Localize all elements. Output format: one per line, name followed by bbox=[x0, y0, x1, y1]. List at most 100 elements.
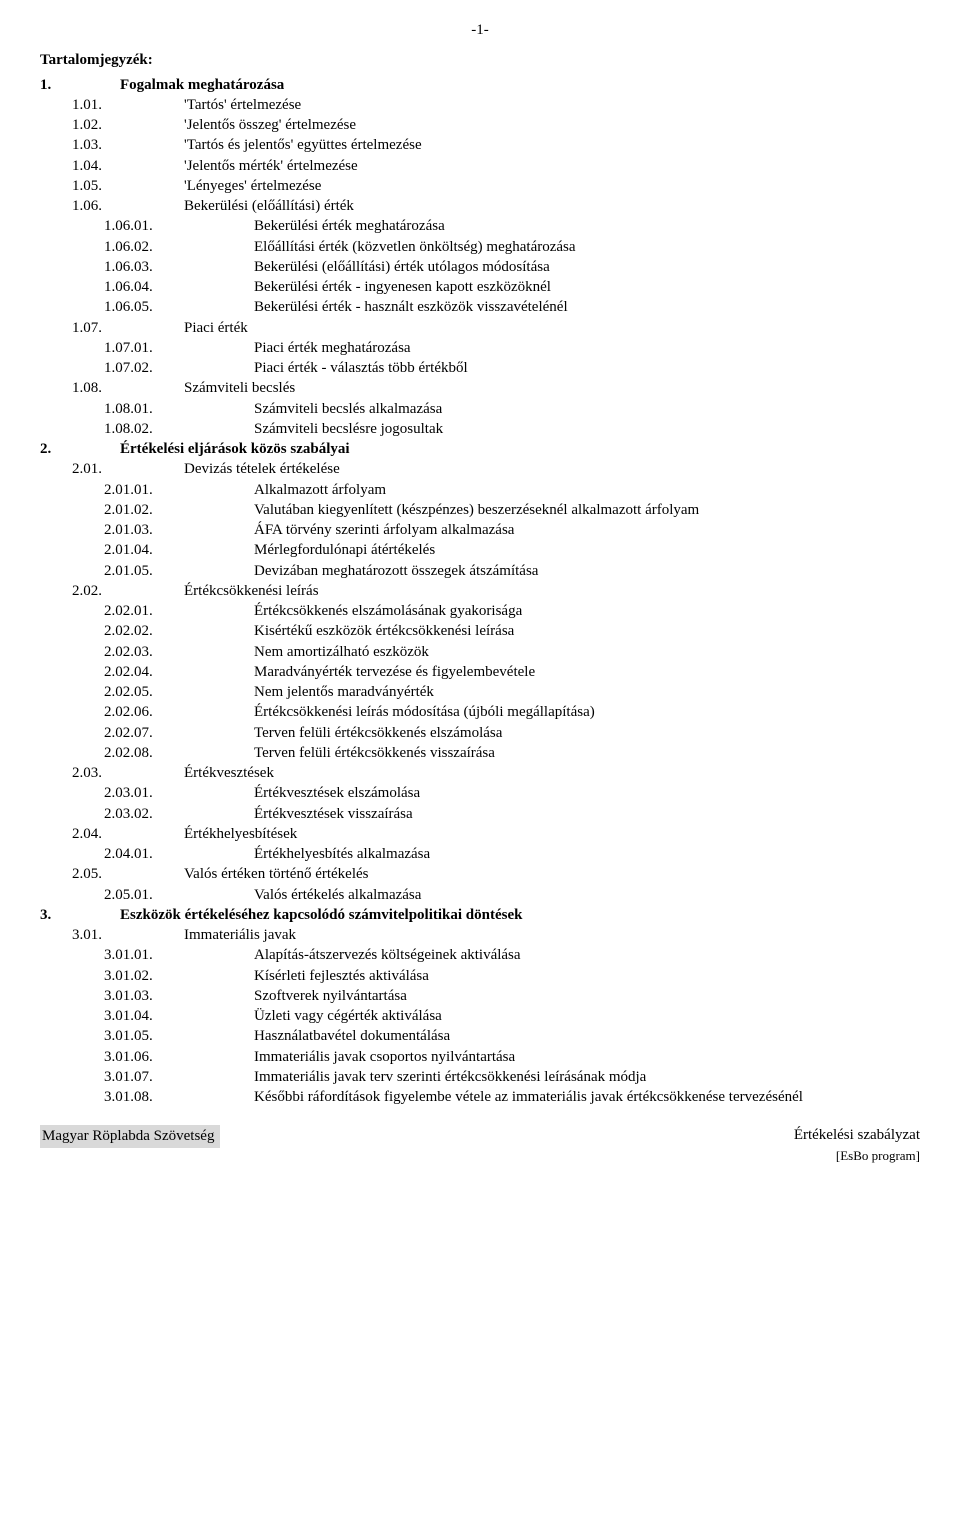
toc-entry: 2.02.03.Nem amortizálható eszközök bbox=[40, 642, 920, 662]
toc-entry-number: 3.01.03. bbox=[40, 986, 254, 1006]
toc-entry-number: 2.01. bbox=[40, 459, 184, 479]
toc-entry-text: Értékvesztések elszámolása bbox=[254, 783, 920, 803]
toc-entry-text: 'Tartós és jelentős' együttes értelmezés… bbox=[184, 135, 920, 155]
toc-entry-number: 2.03.02. bbox=[40, 804, 254, 824]
toc-entry: 2.05.Valós értéken történő értékelés bbox=[40, 864, 920, 884]
toc-entry: 2.01.Devizás tételek értékelése bbox=[40, 459, 920, 479]
toc-entry: 2.01.03.ÁFA törvény szerinti árfolyam al… bbox=[40, 520, 920, 540]
toc-entry: 2.01.04.Mérlegfordulónapi átértékelés bbox=[40, 540, 920, 560]
toc-entry-text: Bekerülési (előállítási) érték bbox=[184, 196, 920, 216]
toc-entry-number: 1.03. bbox=[40, 135, 184, 155]
toc-entry-number: 3.01.08. bbox=[40, 1087, 254, 1107]
toc-entry: 1.08.Számviteli becslés bbox=[40, 378, 920, 398]
toc-entry-number: 2.05.01. bbox=[40, 885, 254, 905]
toc-entry: 2.02.07.Terven felüli értékcsökkenés els… bbox=[40, 723, 920, 743]
toc-entry: 1.04.'Jelentős mérték' értelmezése bbox=[40, 156, 920, 176]
toc-entry: 1.06.Bekerülési (előállítási) érték bbox=[40, 196, 920, 216]
toc-entry: 1.08.02.Számviteli becslésre jogosultak bbox=[40, 419, 920, 439]
toc-entry-text: 'Jelentős mérték' értelmezése bbox=[184, 156, 920, 176]
toc-entry: 1.06.04.Bekerülési érték - ingyenesen ka… bbox=[40, 277, 920, 297]
toc-entry-text: Mérlegfordulónapi átértékelés bbox=[254, 540, 920, 560]
toc-entry: 1.07.02.Piaci érték - választás több ért… bbox=[40, 358, 920, 378]
toc-entry: 1.03.'Tartós és jelentős' együttes értel… bbox=[40, 135, 920, 155]
toc-entry: 2.01.01.Alkalmazott árfolyam bbox=[40, 480, 920, 500]
page-footer: Magyar Röplabda Szövetség Értékelési sza… bbox=[40, 1125, 920, 1147]
toc-entry-number: 1.06.03. bbox=[40, 257, 254, 277]
toc-entry-number: 2.02.07. bbox=[40, 723, 254, 743]
toc-entry: 3.01.08.Későbbi ráfordítások figyelembe … bbox=[40, 1087, 920, 1107]
toc-entry-text: Valutában kiegyenlített (készpénzes) bes… bbox=[254, 500, 920, 520]
toc-entry: 1.02.'Jelentős összeg' értelmezése bbox=[40, 115, 920, 135]
toc-entry-number: 3.01.01. bbox=[40, 945, 254, 965]
toc-entry: 2.02.04.Maradványérték tervezése és figy… bbox=[40, 662, 920, 682]
toc-entry-number: 1.06.05. bbox=[40, 297, 254, 317]
toc-entry-number: 2.02.03. bbox=[40, 642, 254, 662]
toc-entry: 3.01.Immateriális javak bbox=[40, 925, 920, 945]
toc-entry-number: 1.06. bbox=[40, 196, 184, 216]
toc-entry: 2.03.Értékvesztések bbox=[40, 763, 920, 783]
toc-entry-text: Bekerülési érték - ingyenesen kapott esz… bbox=[254, 277, 920, 297]
toc-entry: 1.07.Piaci érték bbox=[40, 318, 920, 338]
toc-entry-number: 1.08.01. bbox=[40, 399, 254, 419]
toc-entry-text: Immateriális javak csoportos nyilvántart… bbox=[254, 1047, 920, 1067]
toc-entry-number: 2.05. bbox=[40, 864, 184, 884]
toc-entry: 3.01.01.Alapítás-átszervezés költségeine… bbox=[40, 945, 920, 965]
toc-entry-text: Terven felüli értékcsökkenés visszaírása bbox=[254, 743, 920, 763]
toc-entry-number: 1. bbox=[40, 75, 120, 95]
toc-entry-text: Értékvesztések bbox=[184, 763, 920, 783]
footer-right: Értékelési szabályzat [EsBo program] bbox=[794, 1125, 920, 1166]
toc-entry-text: Számviteli becslés alkalmazása bbox=[254, 399, 920, 419]
toc-entry-text: Szoftverek nyilvántartása bbox=[254, 986, 920, 1006]
toc-entry-number: 1.02. bbox=[40, 115, 184, 135]
toc-entry-text: Kísérleti fejlesztés aktiválása bbox=[254, 966, 920, 986]
toc-entry-number: 1.06.04. bbox=[40, 277, 254, 297]
toc-entry-number: 2.02.01. bbox=[40, 601, 254, 621]
toc-entry-number: 3.01.05. bbox=[40, 1026, 254, 1046]
toc-entry-text: Bekerülési érték meghatározása bbox=[254, 216, 920, 236]
toc-entry: 2.04.Értékhelyesbítések bbox=[40, 824, 920, 844]
toc-entry: 3.Eszközök értékeléséhez kapcsolódó szám… bbox=[40, 905, 920, 925]
toc-entry: 3.01.03.Szoftverek nyilvántartása bbox=[40, 986, 920, 1006]
toc-entry-text: Üzleti vagy cégérték aktiválása bbox=[254, 1006, 920, 1026]
toc-entry-text: Immateriális javak terv szerinti értékcs… bbox=[254, 1067, 920, 1087]
toc-entry: 2.02.Értékcsökkenési leírás bbox=[40, 581, 920, 601]
toc-entry: 2.02.05.Nem jelentős maradványérték bbox=[40, 682, 920, 702]
toc-entry-number: 3.01.06. bbox=[40, 1047, 254, 1067]
toc-entry: 2.04.01.Értékhelyesbítés alkalmazása bbox=[40, 844, 920, 864]
toc-entry: 1.06.02.Előállítási érték (közvetlen önk… bbox=[40, 237, 920, 257]
toc-entry-text: Piaci érték meghatározása bbox=[254, 338, 920, 358]
toc-entry: 2.01.05.Devizában meghatározott összegek… bbox=[40, 561, 920, 581]
toc-entry-text: Valós értéken történő értékelés bbox=[184, 864, 920, 884]
toc-entry: 2.02.02.Kisértékű eszközök értékcsökkené… bbox=[40, 621, 920, 641]
toc-entry-number: 3.01.04. bbox=[40, 1006, 254, 1026]
toc-entry: 2.02.01.Értékcsökkenés elszámolásának gy… bbox=[40, 601, 920, 621]
toc-entry: 2.03.01.Értékvesztések elszámolása bbox=[40, 783, 920, 803]
toc-entry-number: 1.04. bbox=[40, 156, 184, 176]
toc-entry-text: 'Tartós' értelmezése bbox=[184, 95, 920, 115]
toc-entry-text: Alapítás-átszervezés költségeinek aktivá… bbox=[254, 945, 920, 965]
toc-entry-text: Értékcsökkenés elszámolásának gyakoriság… bbox=[254, 601, 920, 621]
toc-entry: 2.01.02.Valutában kiegyenlített (készpén… bbox=[40, 500, 920, 520]
toc-entry-text: Használatbavétel dokumentálása bbox=[254, 1026, 920, 1046]
toc-entry-text: Bekerülési érték - használt eszközök vis… bbox=[254, 297, 920, 317]
toc-entry-text: Valós értékelés alkalmazása bbox=[254, 885, 920, 905]
toc-entry: 2.02.06.Értékcsökkenési leírás módosítás… bbox=[40, 702, 920, 722]
toc-entry-number: 2.02.05. bbox=[40, 682, 254, 702]
toc-entry-text: Devizában meghatározott összegek átszámí… bbox=[254, 561, 920, 581]
toc-entry-number: 2.02.04. bbox=[40, 662, 254, 682]
toc-entry: 1.Fogalmak meghatározása bbox=[40, 75, 920, 95]
toc-entry-text: Számviteli becslésre jogosultak bbox=[254, 419, 920, 439]
toc-entry-text: 'Jelentős összeg' értelmezése bbox=[184, 115, 920, 135]
footer-right-sub: [EsBo program] bbox=[836, 1148, 920, 1163]
toc-entry-number: 1.06.01. bbox=[40, 216, 254, 236]
footer-right-main: Értékelési szabályzat bbox=[794, 1127, 920, 1143]
toc-entry-number: 2.01.05. bbox=[40, 561, 254, 581]
toc-entry-text: Immateriális javak bbox=[184, 925, 920, 945]
toc-entry: 1.06.01.Bekerülési érték meghatározása bbox=[40, 216, 920, 236]
toc-entry-number: 2. bbox=[40, 439, 120, 459]
toc-entry-number: 2.01.01. bbox=[40, 480, 254, 500]
toc-entry-text: Értékhelyesbítések bbox=[184, 824, 920, 844]
toc-entry-text: Devizás tételek értékelése bbox=[184, 459, 920, 479]
toc-entry-number: 2.01.03. bbox=[40, 520, 254, 540]
toc-entry-number: 2.02.08. bbox=[40, 743, 254, 763]
